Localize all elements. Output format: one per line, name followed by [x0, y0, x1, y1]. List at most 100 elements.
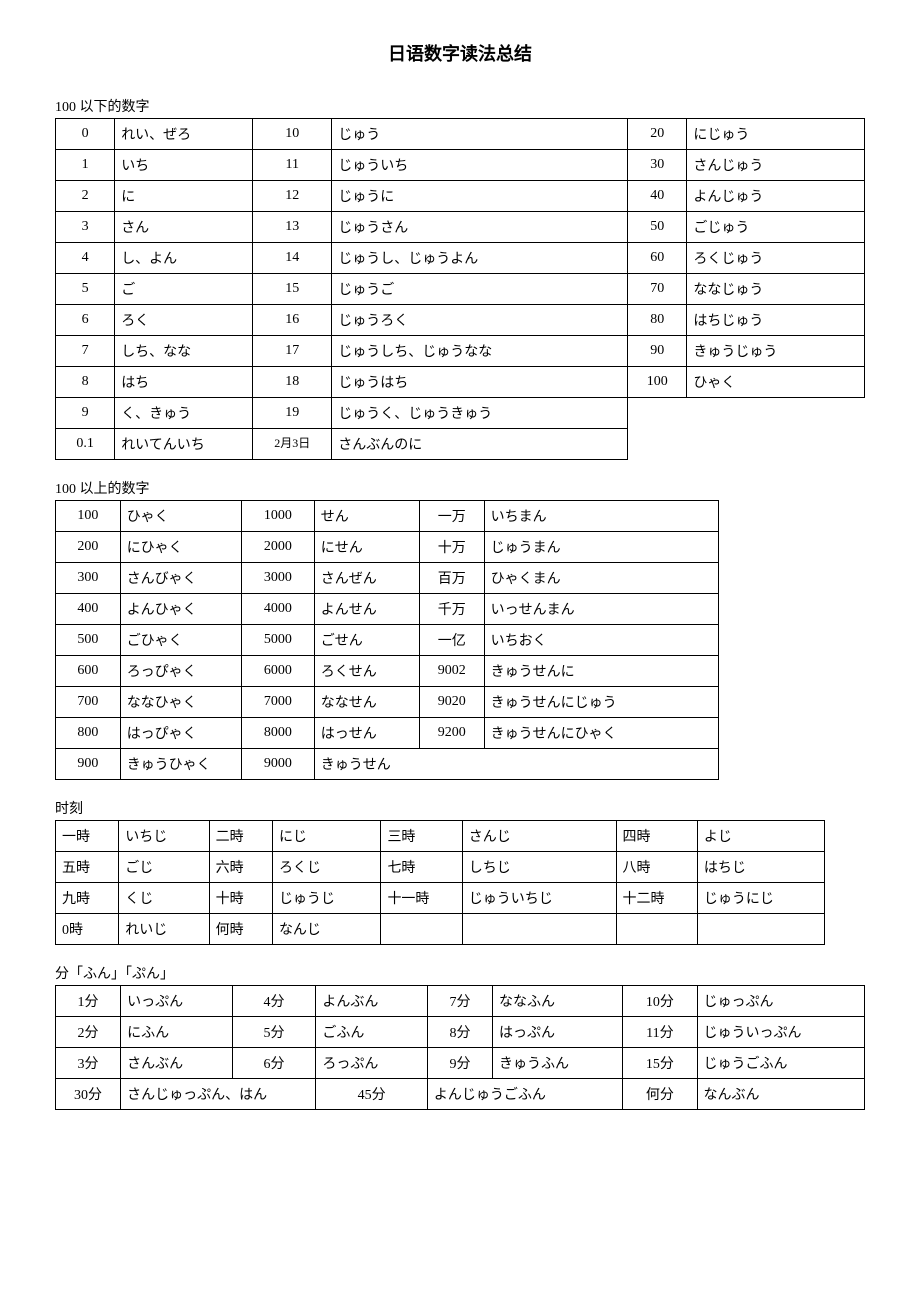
table-row: 3さん13じゅうさん50ごじゅう: [56, 212, 865, 243]
table-cell: いちまん: [484, 501, 719, 532]
table-cell: 8分: [427, 1017, 492, 1048]
table-cell: 2月3日: [253, 429, 332, 460]
table-row: 4し、よん14じゅうし、じゅうよん60ろくじゅう: [56, 243, 865, 274]
table-cell: 600: [56, 656, 121, 687]
table-cell: 0時: [56, 914, 119, 945]
table-cell: はちじゅう: [687, 305, 865, 336]
table-cell: ごじ: [119, 852, 209, 883]
table-cell: 15: [253, 274, 332, 305]
table-cell: 5分: [232, 1017, 316, 1048]
table-cell: [462, 914, 616, 945]
table-cell: きゅうふん: [492, 1048, 622, 1079]
table-cell: 十万: [419, 532, 484, 563]
table-cell: 100: [628, 367, 687, 398]
table-cell: はっぴゃく: [120, 718, 241, 749]
table-cell: ななふん: [492, 986, 622, 1017]
table-row: 800はっぴゃく8000はっせん9200きゅうせんにひゃく: [56, 718, 719, 749]
table-cell: 17: [253, 336, 332, 367]
table-cell: 16: [253, 305, 332, 336]
table-cell: じゅう: [332, 119, 628, 150]
table-cell: ろくじゅう: [687, 243, 865, 274]
table-cell: 11: [253, 150, 332, 181]
table-cell: 15分: [623, 1048, 697, 1079]
table-row: 30分さんじゅっぷん、はん45分よんじゅうごふん何分なんぶん: [56, 1079, 865, 1110]
table-cell: ななじゅう: [687, 274, 865, 305]
table-cell: じゅっぷん: [697, 986, 864, 1017]
table-cell: [628, 398, 687, 429]
table-cell: [381, 914, 462, 945]
table-cell: 何分: [623, 1079, 697, 1110]
table-cell: 9020: [419, 687, 484, 718]
table-cell: よんせん: [314, 594, 419, 625]
table-cell: 十一時: [381, 883, 462, 914]
table-cell: じゅうし、じゅうよん: [332, 243, 628, 274]
table-cell: 七時: [381, 852, 462, 883]
table-cell: ひゃくまん: [484, 563, 719, 594]
table-cell: 5000: [242, 625, 315, 656]
table-cell: いち: [115, 150, 253, 181]
table-cell: ろくじ: [272, 852, 381, 883]
table-cell: きゅうじゅう: [687, 336, 865, 367]
table-cell: さんぶん: [121, 1048, 233, 1079]
table-cell: いっせんまん: [484, 594, 719, 625]
table-cell: 700: [56, 687, 121, 718]
table-cell: にせん: [314, 532, 419, 563]
table-cell: 九時: [56, 883, 119, 914]
table-cell: 3000: [242, 563, 315, 594]
table-row: 300さんびゃく3000さんぜん百万ひゃくまん: [56, 563, 719, 594]
table-cell: 一万: [419, 501, 484, 532]
table-cell: 18: [253, 367, 332, 398]
table-cell: 14: [253, 243, 332, 274]
table-row: 100ひゃく1000せん一万いちまん: [56, 501, 719, 532]
table-cell: [687, 429, 865, 460]
table-cell: [628, 429, 687, 460]
table-cell: 何時: [209, 914, 272, 945]
table-cell: さんじゅっぷん、はん: [121, 1079, 316, 1110]
table-row: 400よんひゃく4000よんせん千万いっせんまん: [56, 594, 719, 625]
table-row: 700ななひゃく7000ななせん9020きゅうせんにじゅう: [56, 687, 719, 718]
table-cell: ろっぷん: [316, 1048, 428, 1079]
table-cell: きゅうせん: [314, 749, 718, 780]
table-cell: ひゃく: [687, 367, 865, 398]
table-row: 2に12じゅうに40よんじゅう: [56, 181, 865, 212]
table-cell: 1分: [56, 986, 121, 1017]
table-cell: 二時: [209, 821, 272, 852]
table-cell: ごせん: [314, 625, 419, 656]
table-cell: れい、ぜろ: [115, 119, 253, 150]
table-cell: し、よん: [115, 243, 253, 274]
table-cell: はちじ: [697, 852, 824, 883]
table-time: 一時いちじ二時にじ三時さんじ四時よじ五時ごじ六時ろくじ七時しちじ八時はちじ九時く…: [55, 820, 825, 945]
table-cell: 0.1: [56, 429, 115, 460]
table-cell: ごふん: [316, 1017, 428, 1048]
table-row: 200にひゃく2000にせん十万じゅうまん: [56, 532, 719, 563]
table-cell: 10: [253, 119, 332, 150]
table-cell: ご: [115, 274, 253, 305]
table-cell: 六時: [209, 852, 272, 883]
table-cell: じゅうしち、じゅうなな: [332, 336, 628, 367]
table-cell: じゅうさん: [332, 212, 628, 243]
table-cell: 13: [253, 212, 332, 243]
table-cell: 7000: [242, 687, 315, 718]
table-cell: 30: [628, 150, 687, 181]
table-cell: じゅうに: [332, 181, 628, 212]
table-cell: く、きゅう: [115, 398, 253, 429]
table-cell: にじゅう: [687, 119, 865, 150]
table-cell: 5: [56, 274, 115, 305]
table-cell: じゅうじ: [272, 883, 381, 914]
table-cell: 500: [56, 625, 121, 656]
table-row: 0.1れいてんいち2月3日さんぶんのに: [56, 429, 865, 460]
table-cell: 十二時: [616, 883, 697, 914]
table-row: 五時ごじ六時ろくじ七時しちじ八時はちじ: [56, 852, 825, 883]
table-row: 1いち11じゅういち30さんじゅう: [56, 150, 865, 181]
table-cell: 7: [56, 336, 115, 367]
table-cell: じゅういっぷん: [697, 1017, 864, 1048]
table-cell: [697, 914, 824, 945]
table-cell: 12: [253, 181, 332, 212]
table-cell: 60: [628, 243, 687, 274]
table-cell: しちじ: [462, 852, 616, 883]
table-cell: 四時: [616, 821, 697, 852]
table-cell: 1: [56, 150, 115, 181]
table-cell: 9: [56, 398, 115, 429]
table-cell: 90: [628, 336, 687, 367]
table-cell: さんぶんのに: [332, 429, 628, 460]
